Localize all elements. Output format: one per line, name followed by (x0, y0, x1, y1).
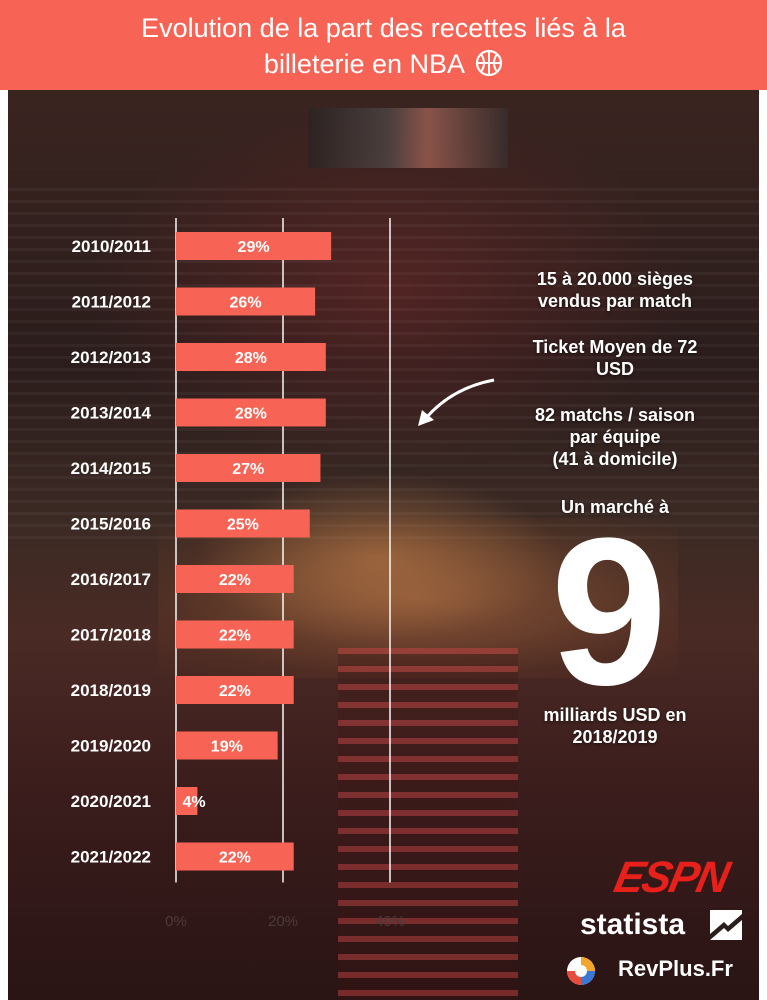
data-label: 25% (227, 517, 259, 534)
category-label: 2021/2022 (71, 848, 151, 867)
bar (176, 232, 332, 260)
category-label: 2020/2021 (71, 792, 151, 811)
category-label: 2011/2012 (72, 293, 151, 312)
data-label: 28% (235, 350, 267, 367)
bar (176, 565, 294, 593)
category-label: 2017/2018 (71, 626, 151, 645)
title-line-2: billeterie en NBA (20, 46, 747, 86)
market-caption-line-1: milliards USD en (543, 705, 687, 725)
revplus-logo-icon (567, 957, 595, 985)
category-label: 2014/2015 (71, 459, 151, 478)
category-label: 2019/2020 (71, 737, 151, 756)
market-value: 9 (550, 494, 668, 729)
data-label: 22% (219, 572, 251, 589)
data-label: 4% (182, 794, 205, 811)
category-label: 2013/2014 (71, 404, 152, 423)
fact-seats: 15 à 20.000 sièges vendus par match (510, 268, 720, 312)
basketball-icon (475, 49, 503, 86)
bar (176, 343, 326, 371)
title-line-1: Evolution de la part des recettes liés à… (141, 13, 626, 43)
espn-logo: ESPN (609, 853, 733, 902)
fact-ticket-line-2: USD (595, 359, 634, 379)
category-label: 2010/2011 (72, 237, 151, 256)
fact-ticket: Ticket Moyen de 72 USD (512, 336, 718, 380)
category-label: 2018/2019 (71, 681, 151, 700)
data-label: 22% (219, 850, 251, 867)
category-label: 2016/2017 (71, 570, 151, 589)
category-label: 2015/2016 (71, 515, 151, 534)
statista-logo-icon (710, 910, 742, 940)
fact-matches: 82 matchs / saison par équipe (41 à domi… (512, 404, 718, 470)
fact-ticket-line-1: Ticket Moyen de 72 (532, 337, 698, 357)
category-label: 2012/2013 (71, 348, 151, 367)
bar (176, 398, 326, 427)
data-label: 26% (230, 295, 262, 312)
bar (176, 454, 321, 482)
bar (176, 731, 278, 760)
title-bar: Evolution de la part des recettes liés à… (0, 0, 767, 90)
data-label: 19% (211, 739, 243, 756)
x-tick-label: 20% (268, 913, 298, 930)
bar (176, 287, 316, 316)
market-intro: Un marché à (560, 497, 670, 517)
curved-arrow-icon (418, 378, 495, 426)
page-title: Evolution de la part des recettes liés à… (20, 10, 747, 86)
bar (176, 509, 310, 538)
data-label: 27% (232, 461, 264, 478)
market-caption: milliards USD en 2018/2019 (512, 704, 718, 748)
data-label: 28% (235, 406, 267, 423)
fact-matches-line-1: 82 matchs / saison (534, 405, 696, 425)
market-caption-line-2: 2018/2019 (572, 727, 658, 747)
bar (176, 787, 198, 815)
arena-stands (8, 188, 759, 548)
x-tick-label: 0% (165, 913, 187, 930)
bar (176, 842, 294, 871)
revplus-brand: RevPlus.Fr (618, 956, 733, 981)
title-line-2-text: billeterie en NBA (263, 49, 464, 79)
statista-logo-text: statista (580, 908, 686, 941)
data-label: 29% (238, 239, 270, 256)
fact-matches-line-3: (41 à domicile) (552, 449, 678, 469)
fact-seats-line-1: 15 à 20.000 sièges (536, 269, 694, 289)
bar (176, 620, 294, 649)
fact-matches-line-2: par équipe (569, 427, 661, 447)
x-tick-label: 40% (375, 913, 405, 930)
fact-seats-line-2: vendus par match (537, 291, 693, 311)
data-label: 22% (219, 628, 251, 645)
arena-background (8, 88, 759, 1000)
bar (176, 676, 294, 704)
data-label: 22% (219, 683, 251, 700)
